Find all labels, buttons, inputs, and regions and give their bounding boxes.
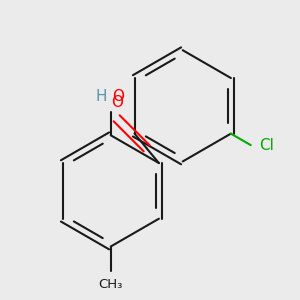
Text: CH₃: CH₃ bbox=[99, 278, 123, 291]
Text: H: H bbox=[96, 89, 107, 104]
Text: O: O bbox=[111, 95, 123, 110]
Text: O: O bbox=[112, 89, 124, 104]
Text: Cl: Cl bbox=[259, 138, 274, 153]
